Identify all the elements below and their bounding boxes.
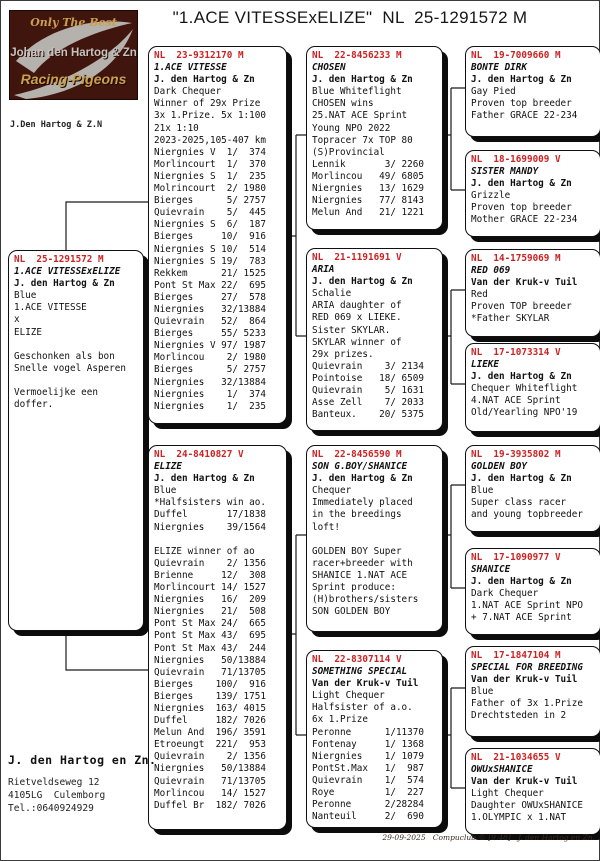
pedigree-box-subject: NL 25-1291572 M 1.ACE VITESSExELIZE J. d… — [8, 250, 144, 631]
pedigree-details: Light Chequer Daughter OWUxSHANICE 1.OLY… — [471, 788, 583, 824]
pedigree-details: Blue Father of 3x 1.Prize Drechtsteden i… — [471, 686, 583, 722]
breeder-name: J. den Hartog & Zn — [471, 576, 572, 588]
pedigree-details: Blue Whiteflight CHOSEN wins 25.NAT ACE … — [312, 86, 424, 219]
pedigree-details: Blue *Halfsisters win ao. Duffel 17/1838… — [154, 485, 266, 811]
owner-name-small: J.Den Hartog & Z.N — [10, 120, 103, 130]
bird-name: SPECIAL FOR BREEDING — [471, 662, 583, 674]
print-info: 29-09-2025 Compuclub © [9.48] J. den Har… — [382, 833, 595, 842]
pedigree-box-ggp-special-for-breeding: NL 17-1847104 M SPECIAL FOR BREEDING Van… — [465, 646, 600, 737]
ring-number: NL 19-7009660 M — [471, 50, 561, 61]
bird-name: LIEKE — [471, 359, 499, 371]
pedigree-details: Chequer Whiteflight 4.NAT ACE Sprint Old… — [471, 383, 578, 419]
pedigree-box-ggp-golden-boy: NL 19-3935802 M GOLDEN BOY J. den Hartog… — [465, 445, 600, 532]
ring-number: NL 22-8456590 M — [312, 449, 402, 460]
pedigree-details: Light Chequer Halfsister of a.o. 6x 1.Pr… — [312, 690, 424, 823]
pedigree-box-granddam-paternal: NL 21-1191691 V ARIA J. den Hartog & Zn … — [306, 248, 443, 431]
bird-name: 1.ACE VITESSE — [154, 62, 227, 74]
pedigree-box-ggp-red-069: NL 14-1759069 M RED 069 Van der Kruk-v T… — [465, 249, 600, 337]
pedigree-box-ggp-shanice: NL 17-1090977 V SHANICE J. den Hartog & … — [465, 548, 600, 635]
loft-logo: Only The Best Johan den Hartog & Zn Raci… — [9, 10, 138, 100]
breeder-name: J. den Hartog & Zn — [471, 74, 572, 86]
pedigree-details: Red Proven TOP breeder *Father SKYLAR — [471, 289, 572, 325]
bird-name: SHANICE — [471, 564, 511, 576]
pedigree-box-ggp-lieke: NL 17-1073314 V LIEKE J. den Hartog & Zn… — [465, 343, 600, 432]
ring-number: NL 25-1291572 M — [14, 254, 104, 265]
breeder-name: J. den Hartog & Zn — [471, 371, 572, 383]
ring-number: NL 19-3935802 M — [471, 449, 561, 460]
pedigree-box-ggp-sister-mandy: NL 18-1699009 V SISTER MANDY J. den Hart… — [465, 150, 600, 237]
bird-name: CHOSEN — [312, 62, 346, 74]
bird-name: SISTER MANDY — [471, 166, 539, 178]
ring-number: NL 18-1699009 V — [471, 154, 561, 165]
ring-number: NL 22-8307114 V — [312, 654, 402, 665]
breeder-name: Van der Kruk-v Tuil — [471, 776, 578, 788]
breeder-name: Van der Kruk-v Tuil — [312, 678, 419, 690]
ring-number: NL 24-8410827 V — [154, 449, 244, 460]
ring-number: NL 14-1759069 M — [471, 253, 561, 264]
pedigree-box-ggp-owuxshanice: NL 21-1034655 V OWUxSHANICE Van der Kruk… — [465, 748, 600, 835]
bird-name: SON G.BOY/SHANICE — [312, 461, 408, 473]
bird-name: RED 069 — [471, 265, 511, 277]
pedigree-box-grandsire-maternal: NL 22-8456590 M SON G.BOY/SHANICE J. den… — [306, 445, 443, 632]
pedigree-box-ggp-bonte-dirk: NL 19-7009660 M BONTE DIRK J. den Hartog… — [465, 46, 600, 137]
breeder-name: Van der Kruk-v Tuil — [471, 277, 578, 289]
pedigree-details: Blue Super class racer and young topbree… — [471, 485, 583, 521]
breeder-name: J. den Hartog & Zn — [312, 276, 413, 288]
breeder-name: J. den Hartog & Zn — [154, 74, 255, 86]
bird-name: ARIA — [312, 264, 335, 276]
pedigree-box-grandsire-paternal: NL 22-8456233 M CHOSEN J. den Hartog & Z… — [306, 46, 443, 230]
ring-number: NL 17-1847104 M — [471, 650, 561, 661]
pedigree-details: Gay Pied Proven top breeder Father GRACE… — [471, 86, 578, 122]
breeder-name: J. den Hartog & Zn — [14, 278, 115, 290]
bird-name: SOMETHING SPECIAL — [312, 666, 408, 678]
bird-name: GOLDEN BOY — [471, 461, 527, 473]
logo-subtitle: Racing-Pigeons — [20, 71, 127, 87]
pedigree-box-sire: NL 23-9312170 M 1.ACE VITESSE J. den Har… — [148, 46, 287, 424]
page-title: "1.ACE VITESSExELIZE" NL 25-1291572 M — [172, 8, 528, 27]
breeder-name: J. den Hartog & Zn — [312, 473, 413, 485]
bird-name: BONTE DIRK — [471, 62, 527, 74]
breeder-name: J. den Hartog & Zn — [312, 74, 413, 86]
ring-number: NL 23-9312170 M — [154, 50, 244, 61]
pedigree-box-granddam-maternal: NL 22-8307114 V SOMETHING SPECIAL Van de… — [306, 650, 443, 828]
ring-number: NL 17-1090977 V — [471, 552, 561, 563]
ring-number: NL 22-8456233 M — [312, 50, 402, 61]
pedigree-details: Chequer Immediately placed in the breedi… — [312, 485, 419, 618]
ring-number: NL 17-1073314 V — [471, 347, 561, 358]
pedigree-details: Dark Chequer 1.NAT ACE Sprint NPO + 7.NA… — [471, 588, 583, 624]
wing-swoosh-icon — [14, 21, 133, 99]
pedigree-box-dam: NL 24-8410827 V ELIZE J. den Hartog & Zn… — [148, 445, 287, 830]
bird-name: OWUxSHANICE — [471, 764, 533, 776]
pedigree-details: Grizzle Proven top breeder Mother GRACE … — [471, 190, 578, 226]
breeder-name: J. den Hartog & Zn — [154, 473, 255, 485]
bird-name: ELIZE — [154, 461, 182, 473]
bird-name: 1.ACE VITESSExELIZE — [14, 266, 121, 278]
breeder-name: Van der Kruk-v Tuil — [471, 674, 578, 686]
footer-owner-name: J. den Hartog en Zn. — [8, 753, 157, 767]
pedigree-details: Schalie ARIA daughter of RED 069 x LIEKE… — [312, 288, 424, 421]
ring-number: NL 21-1034655 V — [471, 752, 561, 763]
breeder-name: J. den Hartog & Zn — [471, 473, 572, 485]
breeder-name: J. den Hartog & Zn — [471, 178, 572, 190]
ring-number: NL 21-1191691 V — [312, 252, 402, 263]
logo-tagline: Only The Best — [30, 16, 117, 29]
footer-address: Rietveldseweg 12 4105LG Culemborg Tel.:0… — [8, 777, 106, 814]
logo-loft-name: Johan den Hartog & Zn — [10, 47, 137, 59]
pedigree-details: Blue 1.ACE VITESSE x ELIZE Geschonken al… — [14, 290, 126, 411]
pedigree-details: Dark Chequer Winner of 29x Prize 3x 1.Pr… — [154, 86, 266, 412]
